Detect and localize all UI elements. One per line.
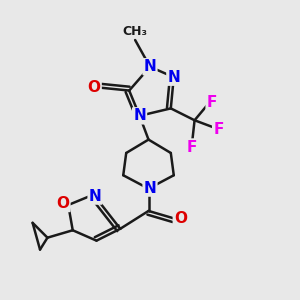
Text: O: O xyxy=(56,196,69,211)
Text: O: O xyxy=(174,211,187,226)
Text: F: F xyxy=(207,95,217,110)
Text: N: N xyxy=(144,181,156,196)
Text: N: N xyxy=(167,70,180,85)
Text: CH₃: CH₃ xyxy=(123,25,148,38)
Text: F: F xyxy=(213,122,224,137)
Text: N: N xyxy=(144,59,156,74)
Text: N: N xyxy=(88,189,101,204)
Text: F: F xyxy=(186,140,197,154)
Text: O: O xyxy=(88,80,100,95)
Text: N: N xyxy=(133,108,146,123)
